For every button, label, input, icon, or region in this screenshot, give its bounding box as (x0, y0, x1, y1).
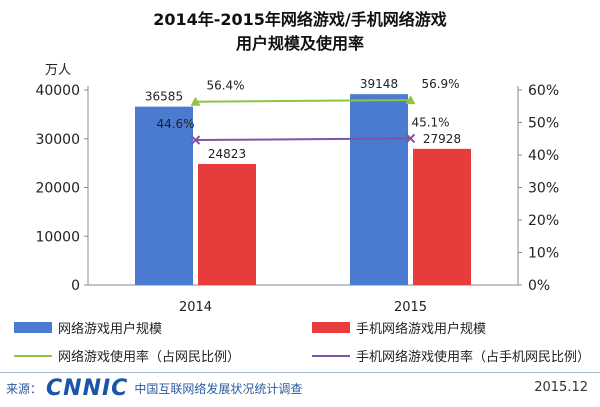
line-value-label: 56.4% (206, 79, 244, 93)
chart-title-line2: 用户规模及使用率 (235, 34, 364, 53)
bar-value-label: 27928 (423, 132, 461, 146)
footer-source: 来源： CNNIC 中国互联网络发展状况统计调查 (6, 376, 302, 401)
cnnic-logo: CNNIC (46, 376, 129, 401)
bar-online-game-users (350, 94, 408, 285)
line-marker-x (405, 133, 416, 144)
right-tick-label: 20% (528, 213, 559, 229)
legend-item-mobile-game-rate: 手机网络游戏使用率（占手机网民比例） (312, 346, 590, 365)
line-online-game-rate (195, 99, 411, 103)
legend-label: 网络游戏使用率（占网民比例） (58, 350, 241, 365)
line-value-label: 56.9% (421, 77, 459, 91)
line-marker-triangle (190, 96, 201, 106)
right-tick-label: 50% (528, 116, 559, 132)
bar-value-label: 39148 (360, 77, 398, 91)
line-marker-x (190, 135, 201, 145)
legend-label: 手机网络游戏使用率（占手机网民比例） (356, 350, 591, 365)
right-tick-label: 0% (528, 278, 550, 294)
right-tick-label: 30% (528, 181, 559, 197)
bar-online-game-users (135, 106, 193, 285)
right-tick-label: 60% (528, 83, 559, 99)
line-mobile-game-rate (195, 137, 411, 142)
source-label: 来源： (6, 382, 43, 396)
legend-label: 网络游戏用户规模 (58, 322, 163, 337)
left-tick-label: 0 (71, 278, 80, 294)
report-date: 2015.12 (534, 380, 588, 395)
source-org: 中国互联网络发展状况统计调查 (134, 382, 303, 396)
x-tick-label: 2015 (394, 300, 427, 315)
legend-x-line-icon (312, 351, 350, 361)
left-tick-label: 40000 (35, 83, 80, 99)
footer-divider (0, 372, 600, 373)
chart-title-line1: 2014年-2015年网络游戏/手机网络游戏 (153, 10, 447, 29)
bar-value-label: 24823 (208, 147, 246, 161)
legend-item-online-game-users: 网络游戏用户规模 (14, 318, 162, 337)
line-value-label: 45.1% (411, 115, 449, 129)
right-tick-label: 10% (528, 246, 559, 262)
bar-value-label: 36585 (145, 90, 183, 104)
legend-swatch-blue (14, 322, 52, 333)
legend-item-online-game-rate: 网络游戏使用率（占网民比例） (14, 346, 240, 365)
x-tick-label: 2014 (179, 300, 212, 315)
left-tick-label: 30000 (35, 132, 80, 148)
left-tick-label: 20000 (35, 181, 80, 197)
left-axis-unit: 万人 (45, 63, 71, 78)
bar-mobile-game-users (198, 163, 256, 285)
legend-swatch-red (312, 322, 350, 333)
legend-label: 手机网络游戏用户规模 (356, 322, 487, 337)
right-tick-label: 40% (528, 148, 559, 164)
bar-mobile-game-users (413, 148, 471, 285)
line-marker-triangle (405, 95, 416, 105)
line-value-label: 44.6% (156, 117, 194, 131)
left-tick-label: 10000 (35, 229, 80, 245)
legend-triangle-line-icon (14, 351, 52, 361)
legend-item-mobile-game-users: 手机网络游戏用户规模 (312, 318, 486, 337)
